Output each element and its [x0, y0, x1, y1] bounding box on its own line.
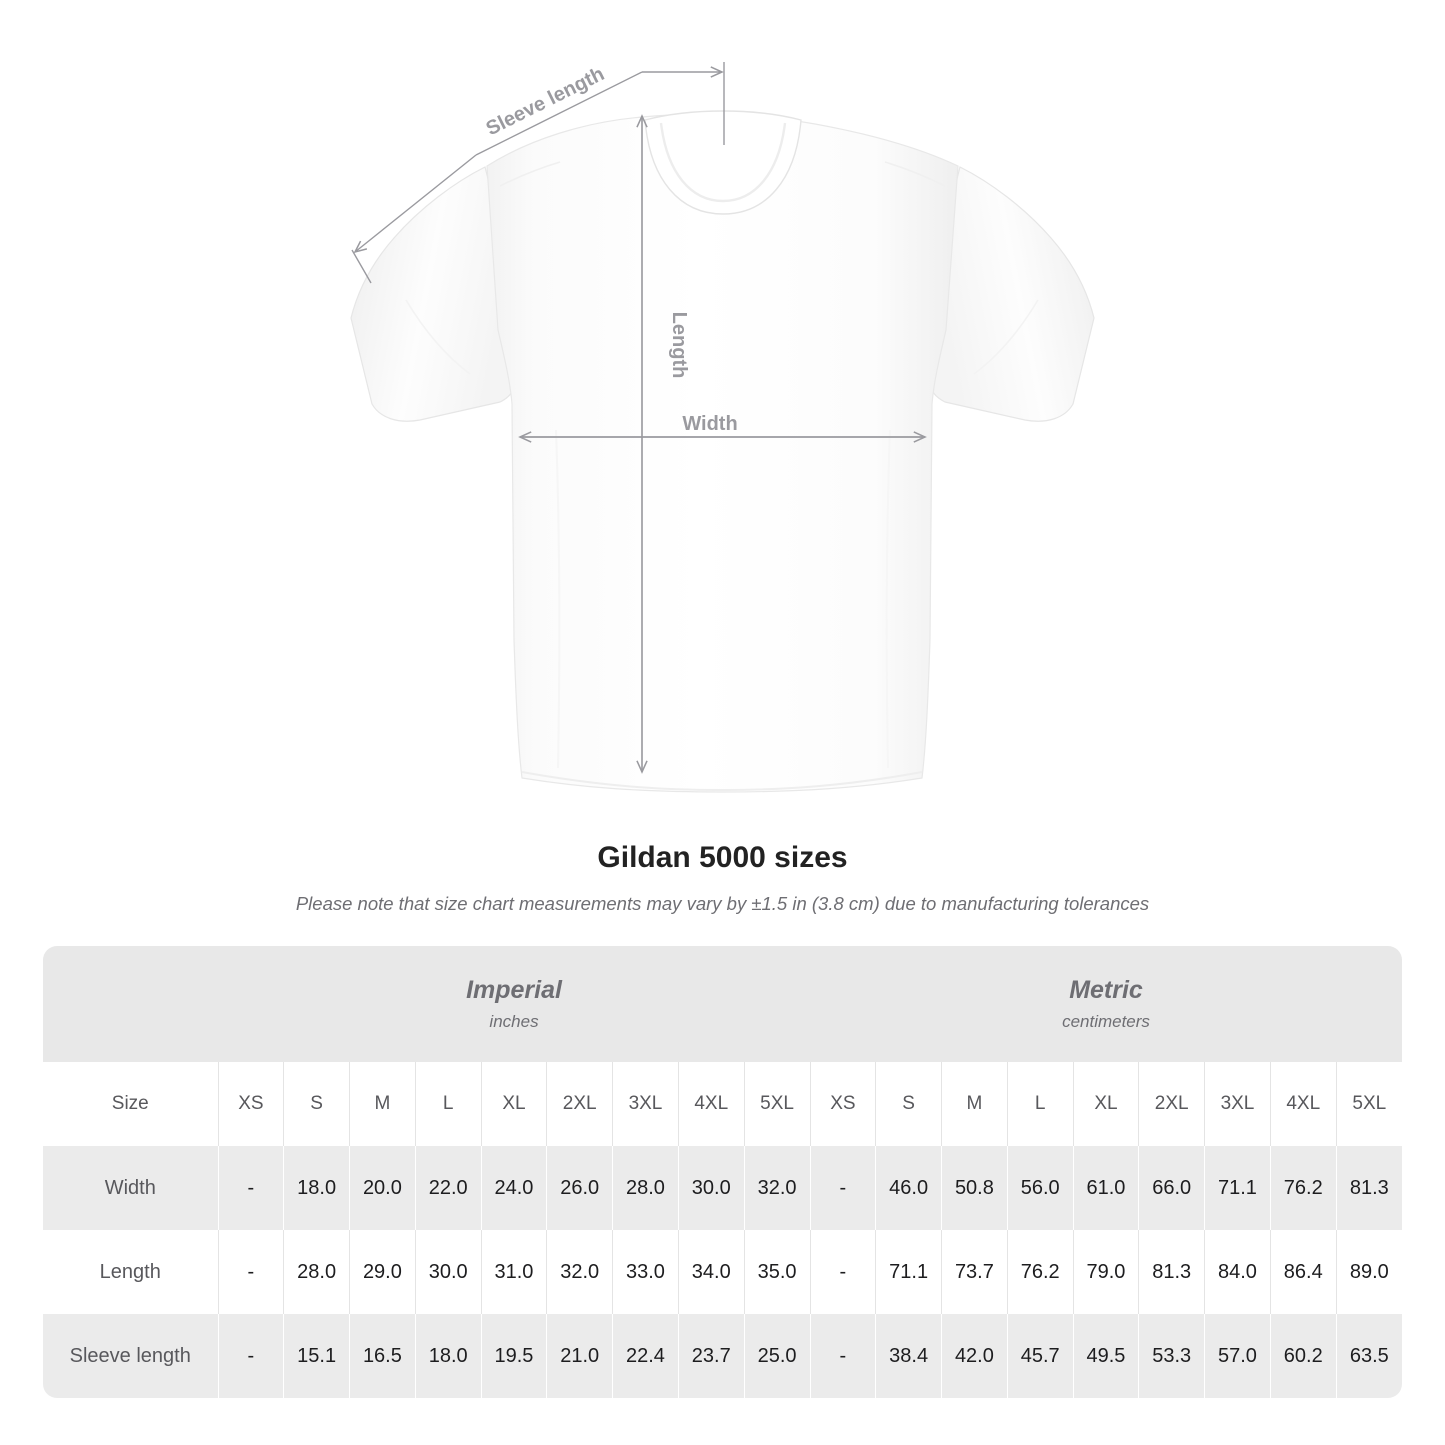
length-label: Length [668, 312, 690, 379]
tshirt-illustration: Sleeve length Length Width [350, 62, 1095, 793]
cell-imperial-l: 22.0 [414, 1146, 482, 1230]
cell-imperial-4xl: 23.7 [677, 1314, 745, 1398]
size-header-4xl-imperial[interactable]: 4XL [677, 1062, 745, 1146]
cell-imperial-xs: - [217, 1314, 284, 1398]
cell-imperial-l: 30.0 [414, 1230, 482, 1314]
cell-imperial-m: 29.0 [349, 1230, 416, 1314]
cell-imperial-3xl: 33.0 [612, 1230, 679, 1314]
cell-metric-2xl: 66.0 [1138, 1146, 1205, 1230]
cell-metric-2xl: 81.3 [1138, 1230, 1205, 1314]
cell-imperial-m: 16.5 [349, 1314, 416, 1398]
sleeve-length-dimension [351, 62, 725, 284]
cell-imperial-s: 15.1 [283, 1314, 350, 1398]
shirt-body-shape [350, 110, 1095, 793]
unit-banner-row: Imperial inches Metric centimeters [43, 946, 1403, 1062]
cell-metric-s: 46.0 [875, 1146, 942, 1230]
cell-metric-xl: 79.0 [1072, 1230, 1139, 1314]
table-row: Sleeve length -15.1 16.5 18.0 19.5 21.0 22.4 23… [43, 1314, 1403, 1398]
size-header-4xl-metric[interactable]: 4XL [1269, 1062, 1337, 1146]
row-label: Length [43, 1230, 218, 1314]
cell-metric-m: 50.8 [941, 1146, 1008, 1230]
cell-imperial-4xl: 30.0 [677, 1146, 745, 1230]
size-header-3xl-metric[interactable]: 3XL [1204, 1062, 1271, 1146]
size-header-s-imperial[interactable]: S [283, 1062, 350, 1146]
size-header-s-metric[interactable]: S [875, 1062, 942, 1146]
cell-metric-l: 45.7 [1006, 1314, 1074, 1398]
cell-metric-4xl: 86.4 [1269, 1230, 1337, 1314]
cell-metric-3xl: 71.1 [1204, 1146, 1271, 1230]
size-chart-table: Imperial inches Metric centimeters Size XS S M L… [43, 946, 1403, 1398]
cell-metric-xl: 49.5 [1072, 1314, 1139, 1398]
table-row: Width -18.0 20.0 22.0 24.0 26.0 28.0 30.0 32.0-4… [43, 1146, 1403, 1230]
cell-imperial-s: 28.0 [283, 1230, 350, 1314]
cell-metric-m: 42.0 [941, 1314, 1008, 1398]
size-header-l-metric[interactable]: L [1006, 1062, 1074, 1146]
cell-imperial-xs: - [217, 1230, 284, 1314]
cell-metric-5xl: 89.0 [1335, 1230, 1403, 1314]
cell-metric-m: 73.7 [941, 1230, 1008, 1314]
size-header-xs-metric[interactable]: XS [809, 1062, 876, 1146]
cell-imperial-3xl: 28.0 [612, 1146, 679, 1230]
size-header-2xl-metric[interactable]: 2XL [1138, 1062, 1205, 1146]
cell-imperial-2xl: 21.0 [546, 1314, 613, 1398]
cell-metric-5xl: 63.5 [1335, 1314, 1403, 1398]
cell-imperial-xl: 24.0 [480, 1146, 547, 1230]
size-header-l-imperial[interactable]: L [414, 1062, 482, 1146]
size-header-2xl-imperial[interactable]: 2XL [546, 1062, 613, 1146]
size-header-5xl-imperial[interactable]: 5XL [743, 1062, 810, 1146]
tolerance-note: Please note that size chart measurements… [295, 893, 1150, 914]
size-header-row: Size XS S M L XL 2XL 3XL 4XL 5XL XS S M L XL 2XL 3XL 4XL 5… [43, 1062, 1403, 1146]
cell-metric-xs: - [809, 1314, 876, 1398]
cell-imperial-2xl: 32.0 [546, 1230, 613, 1314]
cell-imperial-m: 20.0 [349, 1146, 416, 1230]
size-header-xs-imperial[interactable]: XS [217, 1062, 284, 1146]
cell-imperial-2xl: 26.0 [546, 1146, 613, 1230]
cell-metric-l: 56.0 [1006, 1146, 1074, 1230]
size-header-5xl-metric[interactable]: 5XL [1335, 1062, 1403, 1146]
cell-metric-xl: 61.0 [1072, 1146, 1139, 1230]
unit-sub: centimeters [1062, 1011, 1150, 1031]
cell-metric-2xl: 53.3 [1138, 1314, 1205, 1398]
cell-imperial-xs: - [217, 1146, 284, 1230]
table-row: Length -28.0 29.0 30.0 31.0 32.0 33.0 34.0 35.0-… [43, 1230, 1403, 1314]
cell-metric-5xl: 81.3 [1335, 1146, 1403, 1230]
cell-metric-xs: - [809, 1146, 876, 1230]
cell-metric-l: 76.2 [1006, 1230, 1074, 1314]
cell-metric-xs: - [809, 1230, 876, 1314]
cell-metric-4xl: 60.2 [1269, 1314, 1337, 1398]
row-label: Width [43, 1146, 218, 1230]
unit-header-metric: Metric centimeters [810, 946, 1403, 1062]
size-header-xl-metric[interactable]: XL [1072, 1062, 1139, 1146]
size-header-m-metric[interactable]: M [941, 1062, 1008, 1146]
cell-imperial-5xl: 35.0 [743, 1230, 810, 1314]
cell-imperial-3xl: 22.4 [612, 1314, 679, 1398]
size-header-xl-imperial[interactable]: XL [480, 1062, 547, 1146]
chart-title-block: Gildan 5000 sizes Please note that size … [0, 838, 1445, 916]
cell-imperial-5xl: 32.0 [743, 1146, 810, 1230]
cell-metric-4xl: 76.2 [1269, 1146, 1337, 1230]
unit-header-imperial: Imperial inches [218, 946, 810, 1062]
cell-imperial-xl: 31.0 [480, 1230, 547, 1314]
unit-sub: inches [489, 1011, 539, 1031]
row-label: Sleeve length [43, 1314, 218, 1398]
cell-metric-3xl: 57.0 [1204, 1314, 1271, 1398]
size-header-3xl-imperial[interactable]: 3XL [612, 1062, 679, 1146]
unit-name: Imperial [466, 975, 562, 1004]
size-chart-table-wrap: Imperial inches Metric centimeters Size XS S M L… [43, 946, 1403, 1398]
cell-metric-3xl: 84.0 [1204, 1230, 1271, 1314]
cell-imperial-4xl: 34.0 [677, 1230, 745, 1314]
size-header-m-imperial[interactable]: M [349, 1062, 416, 1146]
cell-metric-s: 71.1 [875, 1230, 942, 1314]
tshirt-diagram: Sleeve length Length Width [350, 62, 1095, 793]
unit-banner-spacer [43, 946, 218, 1062]
cell-imperial-5xl: 25.0 [743, 1314, 810, 1398]
cell-imperial-xl: 19.5 [480, 1314, 547, 1398]
page-title: Gildan 5000 sizes [597, 841, 848, 874]
cell-metric-s: 38.4 [875, 1314, 942, 1398]
width-label: Width [682, 413, 737, 435]
unit-name: Metric [1069, 975, 1143, 1004]
row-label-header: Size [43, 1062, 218, 1146]
cell-imperial-l: 18.0 [414, 1314, 482, 1398]
cell-imperial-s: 18.0 [283, 1146, 350, 1230]
